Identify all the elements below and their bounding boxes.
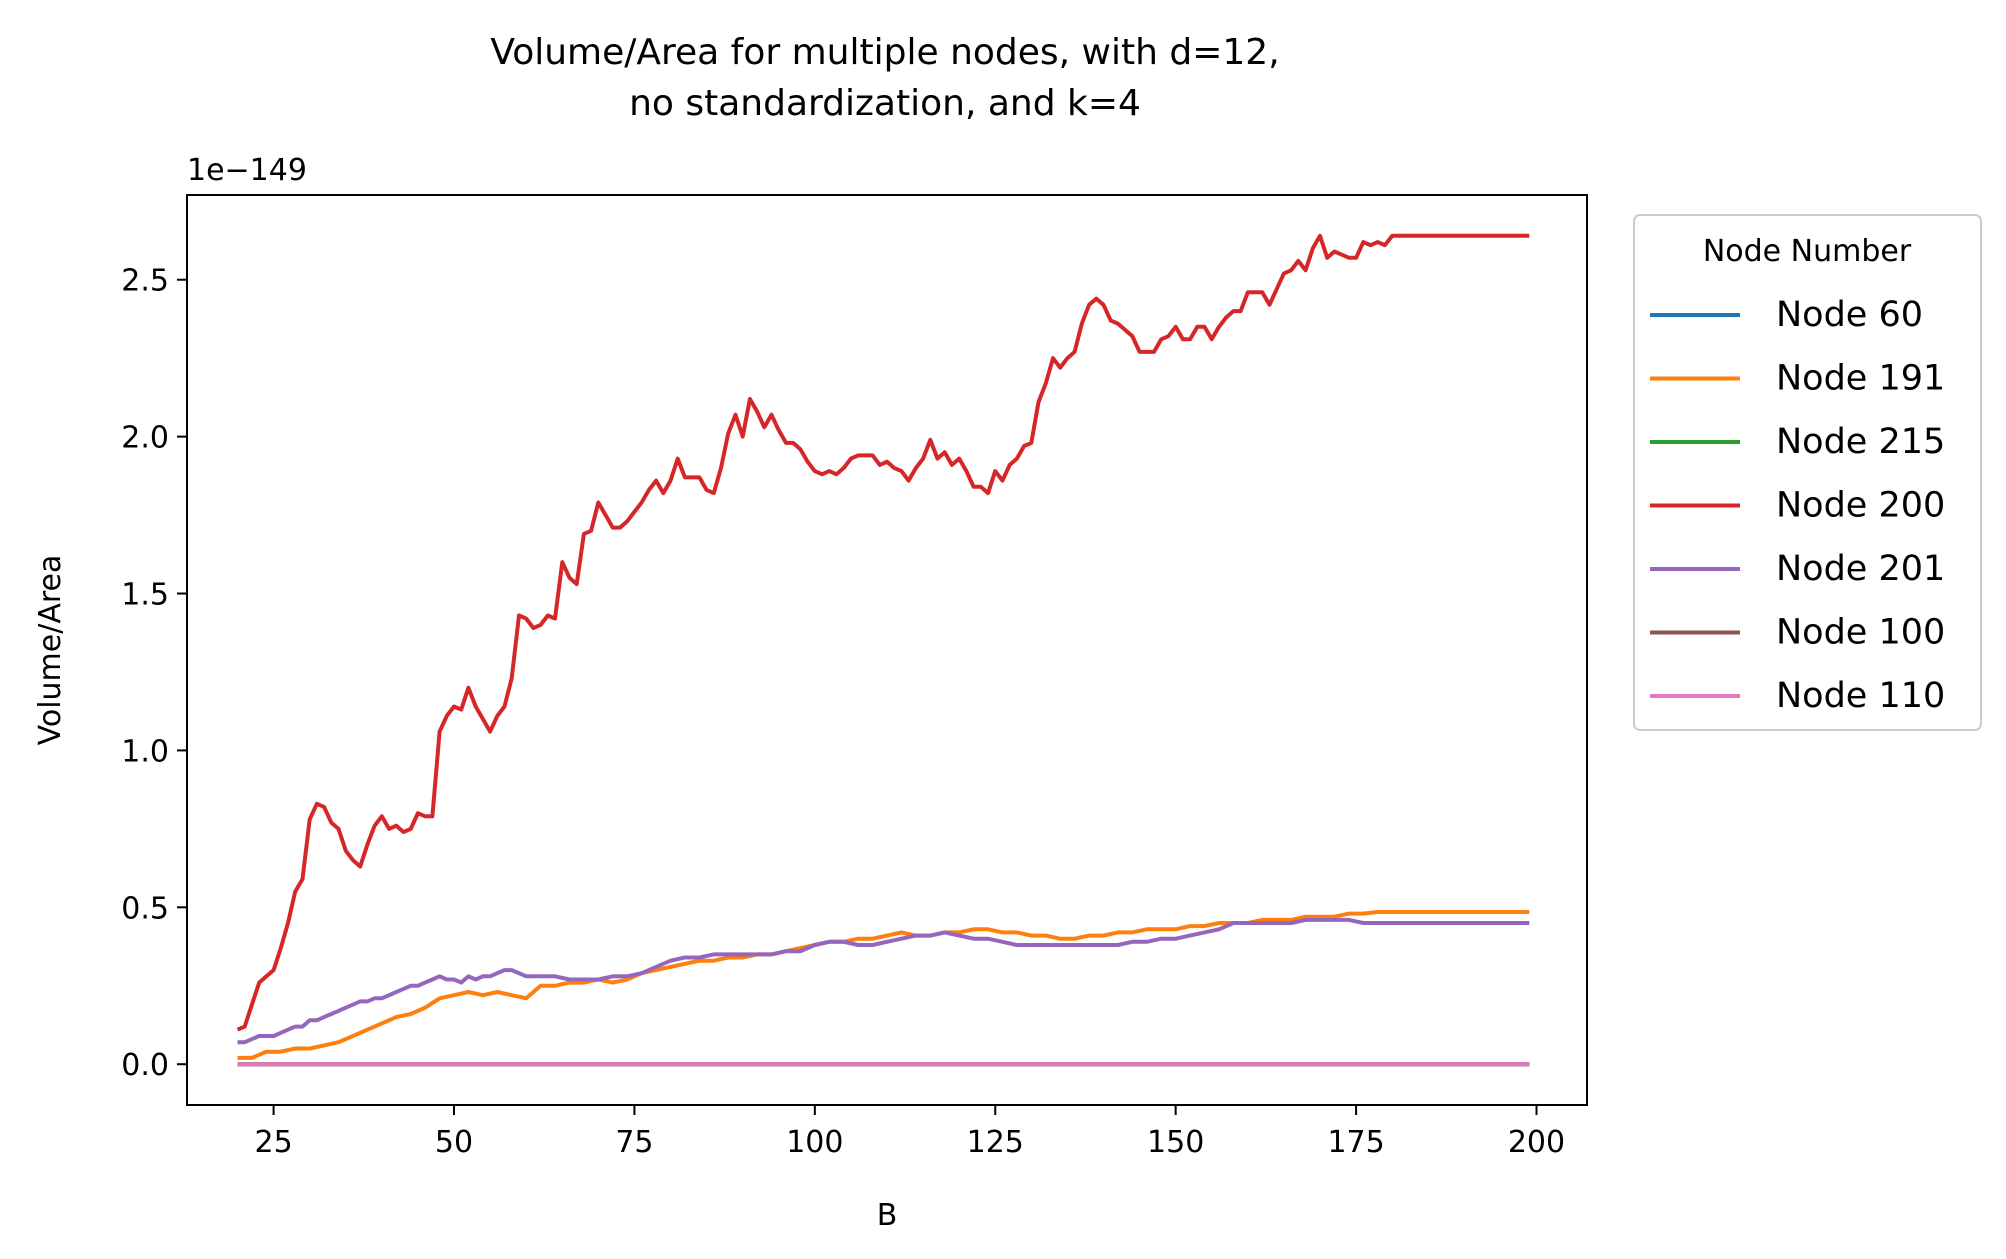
chart-title-line2: no standardization, and k=4 <box>629 83 1141 124</box>
y-offset-label: 1e−149 <box>187 153 307 188</box>
x-tick-label: 25 <box>255 1125 293 1160</box>
x-tick-label: 150 <box>1147 1125 1204 1160</box>
x-tick-label: 200 <box>1508 1125 1565 1160</box>
legend-label-node-110: Node 110 <box>1776 676 1945 716</box>
legend-label-node-60: Node 60 <box>1776 295 1923 335</box>
x-axis-label: B <box>877 1198 898 1233</box>
x-tick-label: 100 <box>786 1125 843 1160</box>
ticks-layer: 25 50 75 100 125 150 175 200 0.0 0.5 1.0 1.5 2.0 2.5 <box>121 264 1565 1160</box>
series-line-node-200 <box>236 233 1530 1032</box>
y-tick-label: 2.0 <box>121 421 169 456</box>
y-tick-label: 0.5 <box>121 891 169 926</box>
plot-frame <box>186 194 1588 1106</box>
chart-title-line1: Volume/Area for multiple nodes, with d=1… <box>490 32 1279 73</box>
y-tick-label: 0.0 <box>121 1048 169 1083</box>
legend: Node Number Node 60 Node 191 Node 215 Node … <box>1633 214 1982 731</box>
x-tick-label: 75 <box>615 1125 653 1160</box>
legend-label-node-200: Node 200 <box>1776 486 1945 526</box>
legend-label-node-215: Node 215 <box>1776 422 1945 462</box>
legend-label-node-191: Node 191 <box>1776 359 1945 399</box>
series-layer <box>236 233 1530 1067</box>
legend-title: Node Number <box>1703 234 1912 269</box>
x-tick-label: 175 <box>1327 1125 1384 1160</box>
legend-box <box>1633 214 1982 731</box>
y-tick-label: 1.5 <box>121 578 169 613</box>
y-axis-label: Volume/Area <box>33 555 68 746</box>
x-tick-label: 50 <box>435 1125 473 1160</box>
series-line-node-201 <box>237 917 1530 1045</box>
plot-area <box>187 195 1587 1105</box>
legend-label-node-100: Node 100 <box>1776 613 1945 653</box>
x-tick-label: 125 <box>967 1125 1024 1160</box>
y-tick-label: 2.5 <box>121 264 169 299</box>
legend-label-node-201: Node 201 <box>1776 549 1945 589</box>
y-tick-label: 1.0 <box>121 734 169 769</box>
